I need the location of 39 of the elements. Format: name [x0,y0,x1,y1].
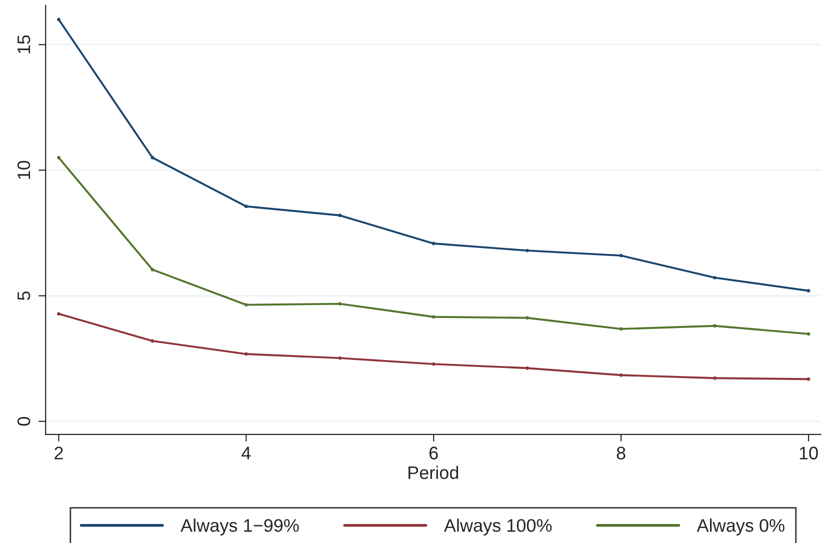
x-tick-label: 8 [616,446,626,460]
point [150,268,154,272]
point [526,366,530,370]
point [526,316,530,320]
point [619,254,623,258]
y-tick-label: 15 [18,35,30,54]
x-tick-label: 4 [242,446,251,460]
point [338,214,342,218]
point [713,324,717,328]
legend-label: Always 0% [696,518,784,536]
point [806,377,810,381]
point [526,248,530,252]
x-axis-title: Period [408,466,458,480]
y-tick-label: 10 [17,160,30,179]
point [432,315,436,319]
x-tick-label: 2 [54,446,63,460]
y-tick-label: 5 [18,292,30,300]
point [338,356,342,360]
point [56,18,60,22]
point [713,376,717,380]
y-tick-label: 0 [17,417,30,426]
legend-label: Always 100% [444,518,552,536]
point [150,156,154,160]
point [56,312,60,316]
point [619,373,623,377]
point [806,332,810,336]
point [432,362,436,366]
legend-label: Always 1−99% [180,518,299,536]
point [244,303,248,307]
point [244,204,248,208]
point [806,289,810,292]
point [432,242,436,246]
point [244,352,248,356]
point [713,276,717,280]
point [56,156,60,160]
point [338,302,342,306]
x-tick-label: 10 [800,446,818,460]
x-tick-label: 6 [430,446,438,460]
point [619,327,623,331]
